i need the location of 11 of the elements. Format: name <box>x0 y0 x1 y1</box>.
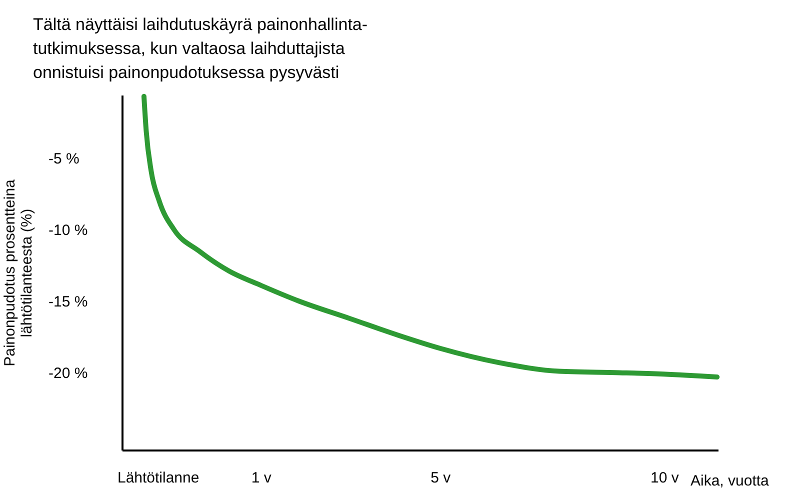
x-tick-label: 1 v <box>251 470 272 486</box>
y-tick-label: -15 % <box>48 294 88 311</box>
y-tick-label: -20 % <box>48 365 88 382</box>
y-tick-label: -5 % <box>48 150 80 168</box>
x-tick-label: Lähtötilanne <box>117 470 200 486</box>
y-tick-label: -10 % <box>48 222 88 240</box>
x-tick-label: 10 v <box>650 470 680 486</box>
chart-title: Tältä näyttäisi laihdutuskäyrä painonhallinta- tutkimuksessa, kun valtaosa laihduttajista onnistuisi painonpudotuksessa pysyvästi <box>33 14 368 82</box>
y-axis-title: Painonpudotus prosentteina lähtötilanteesta (%) <box>2 178 36 366</box>
x-tick-label: 5 v <box>430 470 452 486</box>
x-axis-title: Aika, vuotta <box>690 472 770 490</box>
